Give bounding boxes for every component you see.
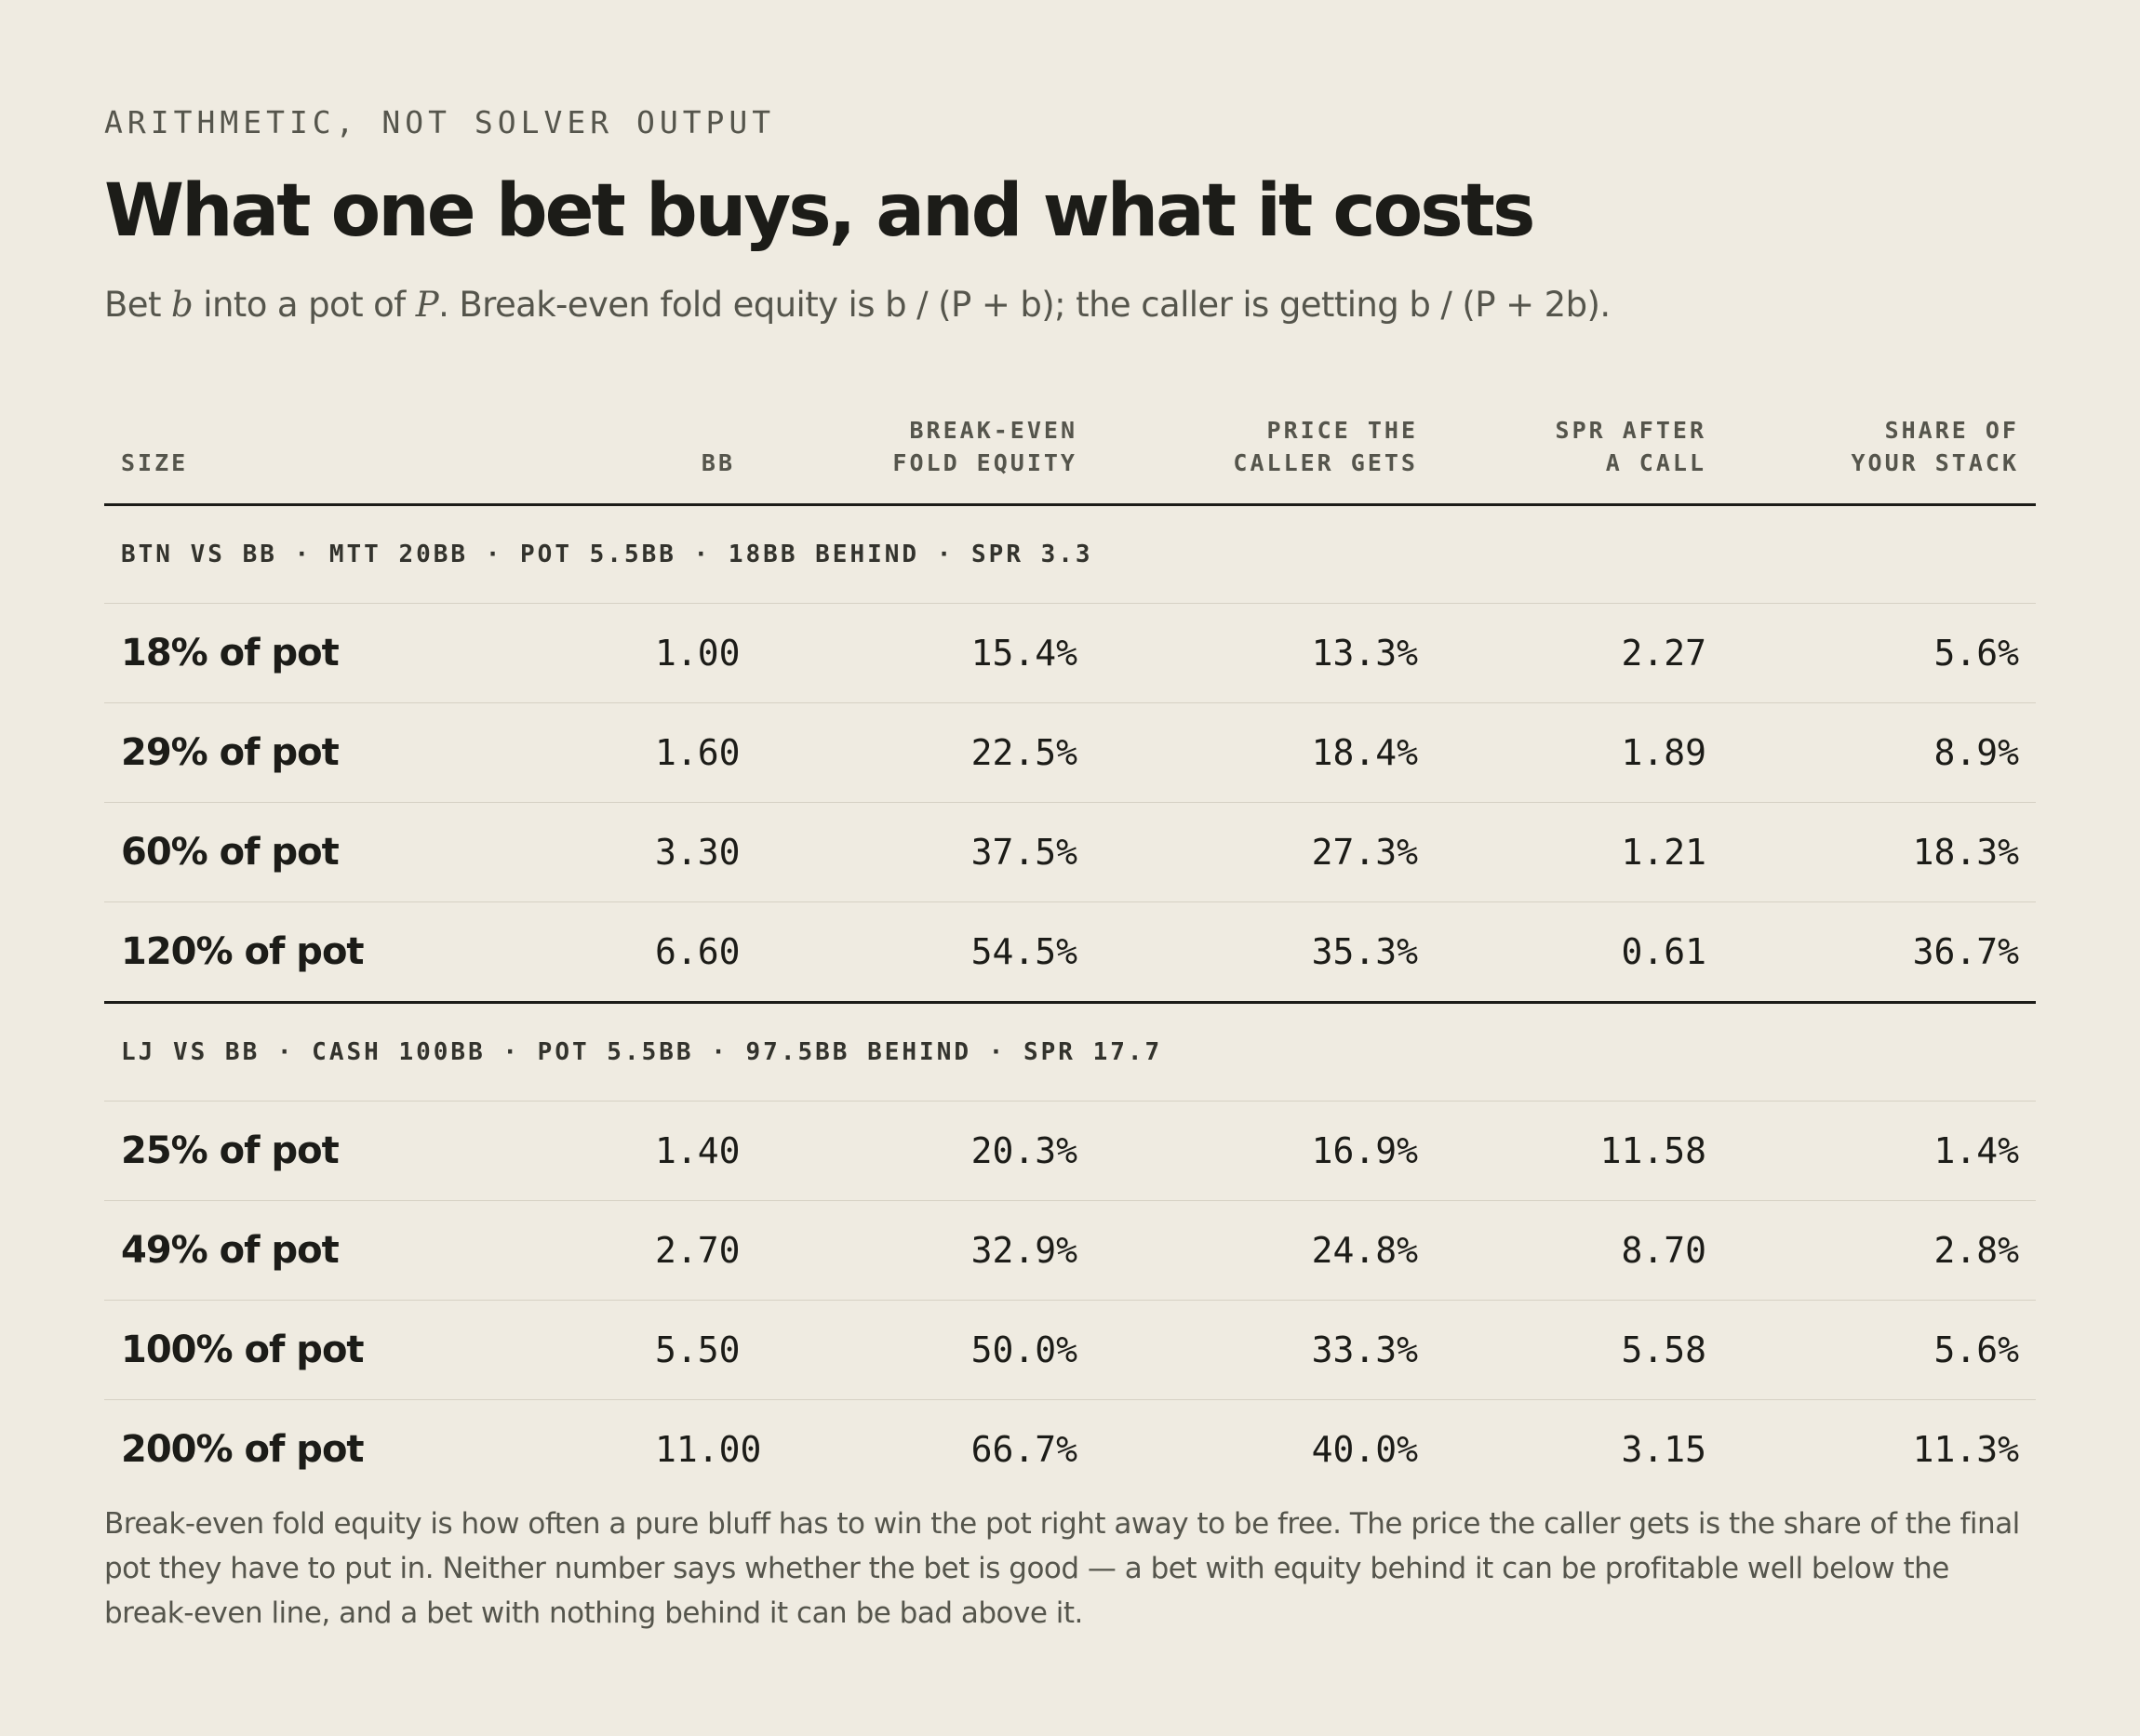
cell-size: 25% of pot xyxy=(104,1101,655,1201)
cell-share: 5.6% xyxy=(1723,603,2036,703)
cell-fold-equity: 15.4% xyxy=(752,603,1094,703)
cell-price: 24.8% xyxy=(1094,1200,1435,1301)
cell-bb: 11.00 xyxy=(655,1429,762,1470)
cell-share: 36.7% xyxy=(1723,901,2036,1004)
cell-bb: 5.50 xyxy=(655,1300,752,1400)
cell-fold-equity: 20.3% xyxy=(752,1101,1094,1201)
page-title: What one bet buys, and what it costs xyxy=(104,169,1535,253)
header-spr: SPR AFTER A CALL xyxy=(1435,381,1723,506)
header-bb: BB xyxy=(655,381,752,506)
cell-spr: 0.61 xyxy=(1435,901,1723,1004)
cell-share: 2.8% xyxy=(1723,1200,2036,1301)
bet-size-table: SIZE BB BREAK-EVEN FOLD EQUITY PRICE THE C… xyxy=(104,381,2036,1499)
table-row: 49% of pot 2.70 32.9% 24.8% 8.70 2.8% xyxy=(104,1200,2036,1301)
header-price: PRICE THE CALLER GETS xyxy=(1094,381,1435,506)
cell-size: 49% of pot xyxy=(104,1200,655,1301)
cell-bb: 1.60 xyxy=(655,702,752,803)
footnote: Break-even fold equity is how often a pu… xyxy=(104,1507,2020,1630)
subtitle-text-2: into a pot of xyxy=(193,285,416,325)
cell-price: 13.3% xyxy=(1094,603,1435,703)
cell-spr: 11.58 xyxy=(1435,1101,1723,1201)
table-row: 29% of pot 1.60 22.5% 18.4% 1.89 8.9% xyxy=(104,702,2036,803)
table-row: 18% of pot 1.00 15.4% 13.3% 2.27 5.6% xyxy=(104,603,2036,703)
table-row: 120% of pot 6.60 54.5% 35.3% 0.61 36.7% xyxy=(104,901,2036,1004)
group-label-row: BTN VS BB · MTT 20BB · POT 5.5BB · 18BB … xyxy=(104,504,2036,604)
cell-fold-equity: 54.5% xyxy=(752,901,1094,1004)
header-share: SHARE OF YOUR STACK xyxy=(1723,381,2036,506)
cell-size: 18% of pot xyxy=(104,603,655,703)
cell-fold-equity: 50.0% xyxy=(752,1300,1094,1400)
cell-fold-equity: 37.5% xyxy=(752,802,1094,902)
subtitle-text-3: . Break-even fold equity is b / (P + b);… xyxy=(438,285,1611,325)
cell-bb: 1.40 xyxy=(655,1101,752,1201)
cell-size: 200% of pot xyxy=(121,1428,365,1471)
cell-fold-equity: 66.7% xyxy=(970,1429,1077,1470)
table-row: 25% of pot 1.40 20.3% 16.9% 11.58 1.4% xyxy=(104,1101,2036,1201)
subtitle-text-1: Bet xyxy=(104,285,172,325)
cell-share: 8.9% xyxy=(1723,702,2036,803)
cell-size: 120% of pot xyxy=(104,901,655,1004)
cell-bb: 1.00 xyxy=(655,603,752,703)
cell-spr: 1.89 xyxy=(1435,702,1723,803)
cell-spr: 5.58 xyxy=(1435,1300,1723,1400)
table-row: 60% of pot 3.30 37.5% 27.3% 1.21 18.3% xyxy=(104,802,2036,902)
cell-price: 40.0% xyxy=(1311,1429,1418,1470)
eyebrow: ARITHMETIC, NOT SOLVER OUTPUT xyxy=(104,104,776,140)
subtitle-var-p: P xyxy=(415,285,439,325)
cell-spr: 8.70 xyxy=(1435,1200,1723,1301)
group-cash: LJ VS BB · CASH 100BB · POT 5.5BB · 97.5… xyxy=(104,1002,2036,1500)
cell-size: 60% of pot xyxy=(104,802,655,902)
cell-size: 29% of pot xyxy=(104,702,655,803)
cell-price: 33.3% xyxy=(1094,1300,1435,1400)
cell-spr: 2.27 xyxy=(1435,603,1723,703)
cell-price: 16.9% xyxy=(1094,1101,1435,1201)
group-mtt: BTN VS BB · MTT 20BB · POT 5.5BB · 18BB … xyxy=(104,504,2036,1004)
cell-price: 35.3% xyxy=(1094,901,1435,1004)
cell-bb: 3.30 xyxy=(655,802,752,902)
subtitle: Bet b into a pot of P. Break-even fold e… xyxy=(104,285,1611,325)
cell-fold-equity: 22.5% xyxy=(752,702,1094,803)
group-label: LJ VS BB · CASH 100BB · POT 5.5BB · 97.5… xyxy=(104,1002,2036,1102)
header-size: SIZE xyxy=(104,381,655,506)
cell-bb: 6.60 xyxy=(655,901,752,1004)
subtitle-var-b: b xyxy=(171,285,194,325)
cell-fold-equity: 32.9% xyxy=(752,1200,1094,1301)
cell-size: 100% of pot xyxy=(104,1300,655,1400)
cell-share: 1.4% xyxy=(1723,1101,2036,1201)
cell-price: 27.3% xyxy=(1094,802,1435,902)
group-label: BTN VS BB · MTT 20BB · POT 5.5BB · 18BB … xyxy=(104,504,2036,604)
cell-spr: 1.21 xyxy=(1435,802,1723,902)
cell-share: 5.6% xyxy=(1723,1300,2036,1400)
table-row: 200% of pot 11.00 66.7% 40.0% 3.15 11.3% xyxy=(104,1400,2036,1500)
group-label-row: LJ VS BB · CASH 100BB · POT 5.5BB · 97.5… xyxy=(104,1002,2036,1102)
header-row: SIZE BB BREAK-EVEN FOLD EQUITY PRICE THE C… xyxy=(104,381,2036,506)
cell-spr: 3.15 xyxy=(1621,1429,1706,1470)
cell-price: 18.4% xyxy=(1094,702,1435,803)
header-fold-equity: BREAK-EVEN FOLD EQUITY xyxy=(752,381,1094,506)
table-row: 100% of pot 5.50 50.0% 33.3% 5.58 5.6% xyxy=(104,1300,2036,1400)
cell-share: 11.3% xyxy=(1912,1429,2019,1470)
cell-bb: 2.70 xyxy=(655,1200,752,1301)
cell-share: 18.3% xyxy=(1723,802,2036,902)
